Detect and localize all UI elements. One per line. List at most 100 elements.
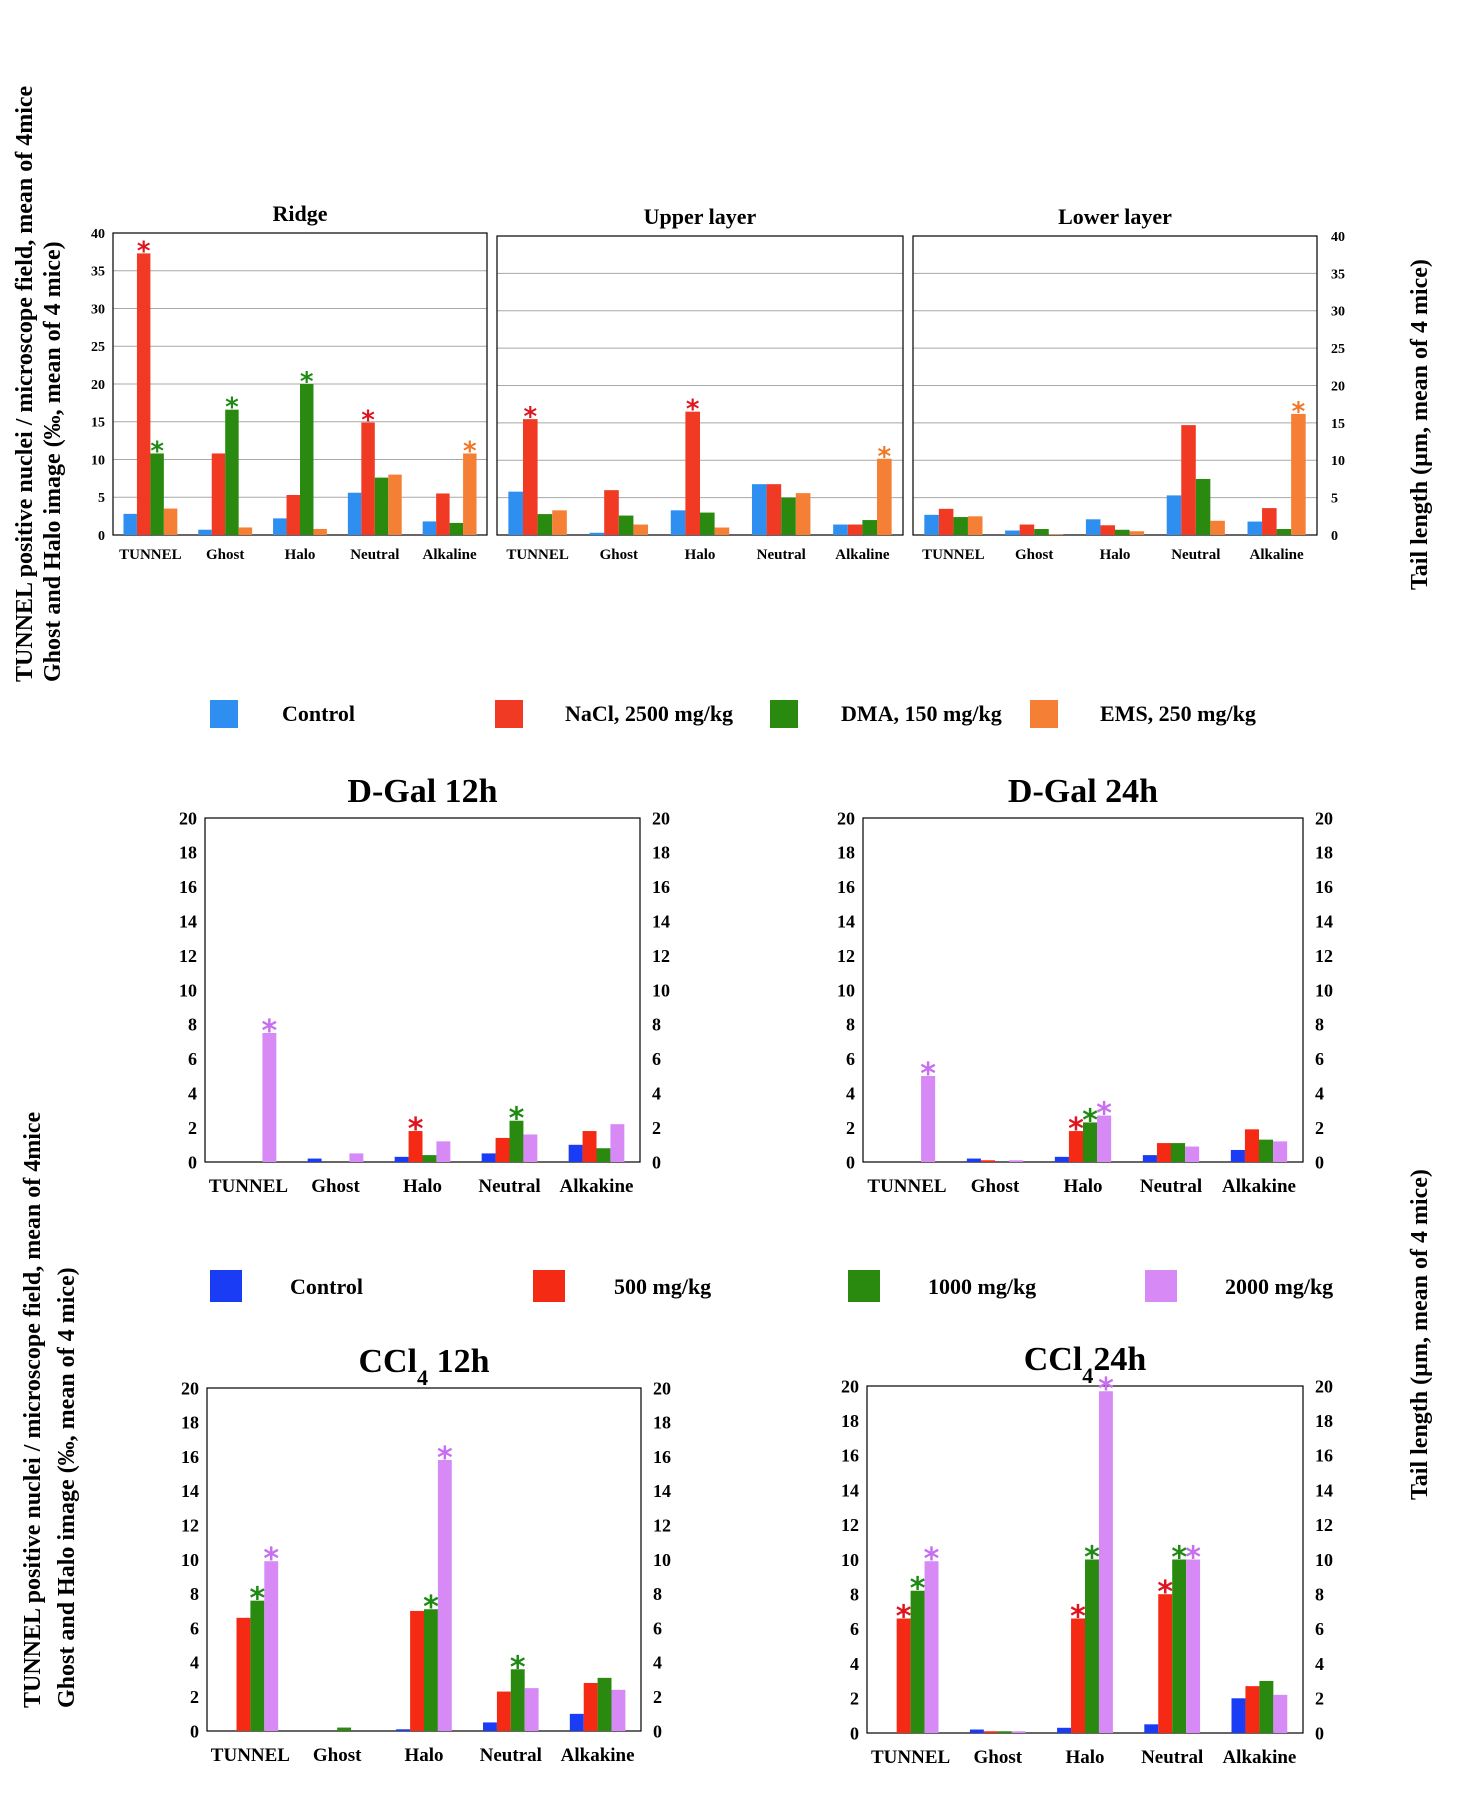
x-tick-label: Halo [1100,547,1131,563]
x-tick-label: Alkakine [1222,1176,1296,1197]
bar [437,1460,452,1731]
x-tick-label: Neutral [480,1745,542,1766]
legend-swatch [848,1270,880,1302]
significance-star: * [1157,1575,1173,1610]
significance-star: * [896,1599,912,1634]
x-tick-label: Alkaline [835,547,890,563]
significance-star: * [437,1441,453,1476]
bar [307,1158,322,1162]
bar [569,1713,584,1731]
bar [1005,530,1020,535]
y-tick-label-left: 6 [190,1618,199,1638]
y-tick-label-left: 8 [188,1015,197,1035]
x-tick-label: Halo [685,547,716,563]
y-tick-label-right: 14 [652,912,670,932]
bar [921,1076,936,1162]
bottom-left-ylabel-line2: Ghost and Halo image (‰, mean of 4 mice) [54,1267,80,1708]
y-tick-label-left: 12 [841,1515,859,1535]
significance-star: * [1070,1599,1086,1634]
y-tick-label-right: 10 [1331,454,1345,469]
bar [236,1617,251,1731]
bar [394,1156,409,1162]
y-tick-label-left: 18 [841,1411,859,1431]
significance-star: * [361,406,375,436]
bar [1129,531,1145,535]
bar [422,521,437,535]
top-left-ylabel-line1: TUNNEL positive nuclei / microscope fiel… [12,85,38,682]
legend-swatch [210,1270,242,1302]
y-tick-label-right: 14 [1315,1480,1333,1500]
bar [670,510,686,535]
y-tick-label-left: 10 [91,453,105,468]
bar [969,1729,984,1733]
significance-star: * [910,1572,926,1607]
legend-label: EMS, 250 mg/kg [1100,701,1256,726]
y-tick-label-right: 12 [653,1516,671,1536]
bar [924,514,939,535]
chart-3: D-Gal 12h 0 0 2 2 4 4 6 6 8 8 10 10 12 12 14 14 16 16 18 18 2… [179,773,670,1197]
bar [795,493,811,535]
y-tick-label-right: 2 [652,1118,661,1138]
bar [1071,1618,1085,1733]
y-tick-label-left: 20 [837,808,855,828]
y-tick-label-left: 18 [179,843,197,863]
y-tick-label-right: 10 [652,980,670,1000]
y-tick-label-left: 6 [188,1049,197,1069]
x-tick-label: Alkaline [1250,547,1305,563]
x-tick-label: Neutral [1171,547,1220,563]
x-tick-label: TUNNEL [119,547,182,563]
bar [410,1610,424,1731]
y-tick-label-left: 14 [179,912,197,932]
y-tick-label-right: 8 [652,1015,661,1035]
y-tick-label-left: 16 [179,877,197,897]
bar [1273,1694,1288,1733]
y-tick-label-left: 8 [190,1584,199,1604]
y-tick-label-left: 8 [846,1015,855,1035]
y-tick-label-right: 6 [1315,1049,1324,1069]
y-tick-label-right: 25 [1331,342,1345,357]
bar [1244,1129,1259,1162]
legend-bottom: Control 500 mg/kg 1000 mg/kg 2000 mg/kg [0,0,1457,1302]
bar [347,492,362,535]
bar [449,522,464,535]
legend-swatch [1145,1270,1177,1302]
bar [388,474,402,535]
legend-label: Control [282,701,355,726]
y-tick-label-left: 18 [181,1413,199,1433]
y-tick-label-left: 20 [181,1378,199,1398]
y-tick-label-left: 0 [846,1152,855,1172]
y-tick-label-left: 10 [837,980,855,1000]
bar [523,1134,538,1162]
bar [980,1160,995,1162]
x-tick-label: Halo [403,1176,442,1197]
bar [1144,1724,1159,1733]
x-tick-label: TUNNEL [209,1176,288,1197]
y-tick-label-right: 6 [653,1618,662,1638]
y-tick-label-left: 6 [850,1619,859,1639]
x-tick-label: Ghost [1015,547,1053,563]
y-tick-label-right: 0 [653,1721,662,1741]
legend-top: Control NaCl, 2500 mg/kg DMA, 150 mg/kg … [0,0,1457,728]
y-tick-label-right: 0 [1315,1723,1324,1743]
legend-label: NaCl, 2500 mg/kg [565,701,734,726]
y-tick-label-left: 35 [91,265,105,280]
bottom-right-ylabel: Tail length (µm, mean of 4 mice) [1407,1169,1433,1500]
bar [568,1144,583,1162]
x-tick-label: Ghost [600,547,638,563]
significance-star: * [1084,1541,1100,1576]
legend-swatch [533,1270,565,1302]
bar [1048,534,1064,535]
chart-6: CCl424h 0 0 2 2 4 4 6 6 8 8 10 10 12 12 14 14 16 16 18 18 20 2… [841,1341,1333,1768]
y-tick-label-left: 40 [91,227,105,242]
y-tick-label-right: 4 [652,1084,661,1104]
x-tick-label: Alkakine [560,1176,634,1197]
bar [509,1120,524,1162]
significance-star: * [262,1014,278,1049]
y-tick-label-left: 10 [179,980,197,1000]
bar [967,516,983,535]
bar [508,491,523,535]
y-tick-label-right: 18 [1315,843,1333,863]
significance-star: * [920,1057,936,1092]
bar [751,484,767,535]
y-tick-label-right: 8 [1315,1585,1324,1605]
